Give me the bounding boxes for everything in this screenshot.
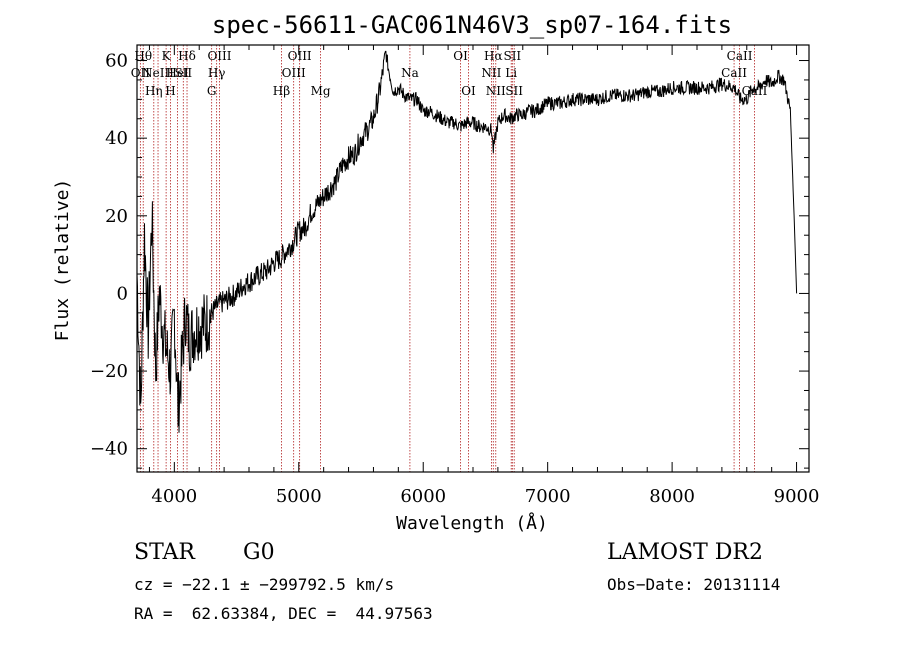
line-label-3: NeIII [142, 66, 174, 80]
line-label-6: HeI [166, 66, 189, 80]
line-label-23: SII [503, 49, 521, 63]
emission-line-markers [139, 45, 755, 472]
line-label-7: SII [174, 66, 192, 80]
line-label-14: OIII [288, 49, 312, 63]
line-label-11: OIII [207, 49, 231, 63]
spectrum-series-0 [136, 50, 798, 433]
line-label-9: G [207, 84, 217, 98]
line-label-22: Li [505, 66, 517, 80]
line-label-17: OI [453, 49, 468, 63]
y-tick-label-4: 40 [105, 128, 128, 149]
plot-frame [136, 44, 810, 473]
axis-ticks: 4000 5000 6000 7000 8000 9000 −40 −20 0 20 40 60 [90, 45, 819, 507]
x-tick-label-0: 4000 [151, 486, 197, 507]
line-label-26: CaII [727, 49, 753, 63]
y-tick-label-3: 20 [105, 206, 128, 227]
sky-coordinates: RA = 62.63384, DEC = 44.97563 [134, 604, 433, 623]
line-label-16: Na [401, 66, 419, 80]
emission-line-labels: OIIHθHηNeIIIKHHeISIIHδGHγOIIIHβOIIIOIIIM… [131, 49, 768, 98]
plot-area [136, 50, 798, 433]
line-label-13: OIII [282, 66, 306, 80]
x-axis-label: Wavelength (Å) [396, 512, 548, 534]
line-label-0: OII [131, 66, 151, 80]
line-label-20: Hα [484, 49, 503, 63]
redshift-velocity: cz = −22.1 ± −299792.5 km/s [134, 575, 395, 594]
x-tick-label-2: 6000 [400, 486, 446, 507]
line-label-5: H [165, 84, 175, 98]
line-label-15: Mg [311, 84, 331, 98]
y-tick-label-2: 0 [117, 283, 128, 304]
x-tick-label-1: 5000 [276, 486, 322, 507]
line-label-10: Hγ [208, 66, 226, 80]
y-tick-label-1: −20 [90, 361, 128, 382]
line-label-1: Hθ [134, 49, 152, 63]
x-tick-label-3: 7000 [525, 486, 571, 507]
line-label-21: NII [486, 84, 506, 98]
object-class: STAR [134, 540, 195, 565]
line-label-25: CaII [721, 66, 747, 80]
y-tick-label-5: 60 [105, 51, 128, 72]
survey-name: LAMOST DR2 [607, 540, 763, 565]
line-label-19: NII [481, 66, 501, 80]
line-label-18: OI [461, 84, 476, 98]
line-label-12: Hβ [273, 84, 290, 98]
y-axis-label: Flux (relative) [52, 179, 73, 342]
chart-title: spec-56611-GAC061N46V3_sp07-164.fits [212, 11, 732, 39]
line-label-24: SII [505, 84, 523, 98]
observation-date: Obs−Date: 20131114 [607, 575, 781, 594]
x-tick-label-4: 8000 [649, 486, 695, 507]
line-label-2: Hη [145, 84, 163, 98]
x-tick-label-5: 9000 [774, 486, 820, 507]
object-subclass: G0 [243, 540, 275, 565]
y-tick-label-0: −40 [90, 439, 128, 460]
line-label-8: Hδ [178, 49, 196, 63]
line-label-4: K [162, 49, 172, 63]
